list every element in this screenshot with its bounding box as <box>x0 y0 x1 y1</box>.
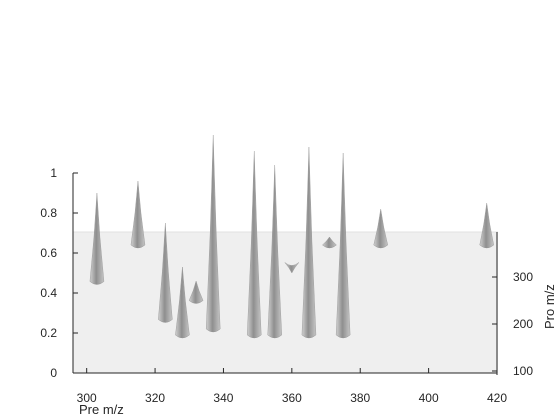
z-tick-label-5: 1 <box>50 166 57 180</box>
peak-5 <box>188 280 204 304</box>
peak-12 <box>335 152 351 339</box>
x-tick-label-1: 320 <box>145 391 165 405</box>
x-tick-label-5: 400 <box>419 391 439 405</box>
z-tick-label-0: 0 <box>50 366 57 380</box>
peak-2 <box>130 180 146 249</box>
x-tick-label-0: 300 <box>77 391 97 405</box>
z-tick-label-4: 0.8 <box>40 206 57 220</box>
x-tick-label-4: 380 <box>350 391 370 405</box>
x-tick-label-6: 420 <box>487 391 507 405</box>
x-axis-label: Pre m/z <box>79 402 124 417</box>
peak-7 <box>247 150 262 339</box>
peak-11 <box>322 236 337 249</box>
z-tick-label-2: 0.4 <box>40 286 57 300</box>
peak-13 <box>373 208 388 249</box>
x-tick-label-2: 340 <box>213 391 233 405</box>
peak-1 <box>89 192 105 285</box>
z-tick-label-3: 0.6 <box>40 246 57 260</box>
peak-3 <box>158 222 173 323</box>
base-plane <box>73 232 498 373</box>
z-tick-label-1: 0.2 <box>40 326 57 340</box>
peak-14 <box>479 202 494 249</box>
y-tick-label-1: 200 <box>513 317 533 331</box>
x-tick-label-3: 360 <box>282 391 302 405</box>
peak-9 <box>284 262 299 274</box>
y-axis-label: Pro m/z <box>542 284 557 329</box>
y-tick-label-0: 100 <box>513 364 533 378</box>
peak-6 <box>205 134 221 333</box>
peak-8 <box>267 164 282 339</box>
peak-10 <box>301 146 317 339</box>
peak-4 <box>175 266 190 339</box>
y-tick-label-2: 300 <box>513 270 533 284</box>
